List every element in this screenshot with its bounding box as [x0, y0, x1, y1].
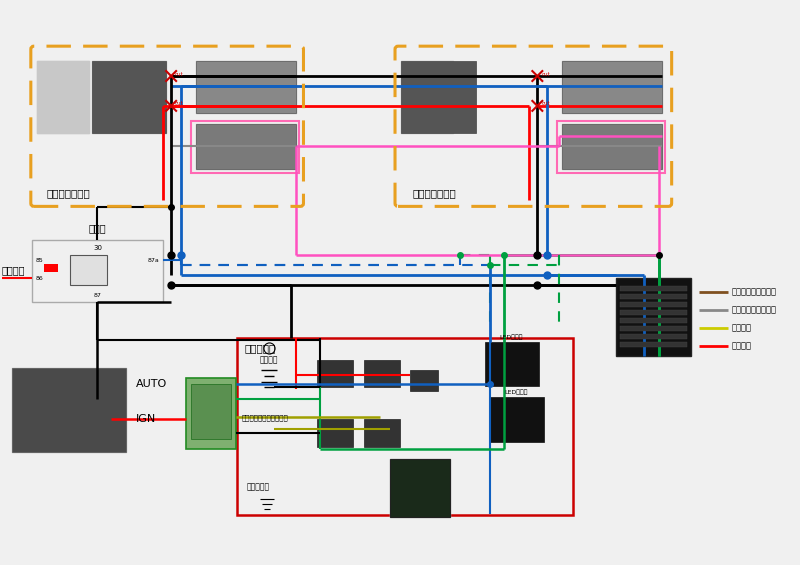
Bar — [318, 359, 354, 388]
Bar — [485, 342, 539, 386]
Bar — [562, 124, 662, 168]
Bar — [390, 459, 450, 517]
Bar — [620, 286, 686, 291]
Text: IGN: IGN — [136, 414, 157, 424]
Text: オプションカプラの接続: オプションカプラの接続 — [242, 414, 289, 420]
Bar — [191, 385, 231, 439]
Text: 85: 85 — [36, 258, 43, 263]
Text: cut: cut — [542, 101, 550, 106]
Text: 常時電源: 常時電源 — [731, 341, 751, 350]
Bar — [562, 61, 662, 113]
Bar — [196, 124, 295, 168]
Bar — [186, 377, 236, 449]
Text: 左ウインカー（＋）: 左ウインカー（＋） — [731, 288, 776, 297]
Bar — [318, 419, 354, 447]
Bar — [490, 397, 544, 442]
Bar — [196, 61, 295, 113]
Bar — [390, 459, 450, 517]
Text: 87: 87 — [94, 293, 102, 298]
Bar — [12, 368, 126, 452]
Bar — [70, 255, 107, 285]
Bar — [364, 419, 400, 447]
Text: バッテリ: バッテリ — [259, 355, 278, 364]
Text: 87a: 87a — [147, 258, 159, 263]
Bar — [364, 359, 400, 388]
Text: 右ヘッドライト: 右ヘッドライト — [413, 189, 457, 198]
Text: cut: cut — [542, 72, 550, 76]
Text: 配線概要図: 配線概要図 — [245, 343, 276, 353]
Bar — [401, 61, 476, 133]
Text: アース: アース — [89, 223, 106, 233]
Bar — [91, 61, 166, 133]
Text: 右ウインカー（＋）: 右ウインカー（＋） — [731, 305, 776, 314]
Bar — [191, 121, 298, 172]
Text: AUTO: AUTO — [136, 380, 167, 389]
Text: スモール: スモール — [2, 265, 26, 275]
Bar — [620, 318, 686, 323]
Bar — [410, 370, 438, 392]
Bar — [620, 294, 686, 299]
Bar — [562, 124, 662, 168]
Text: LEDアンプ: LEDアンプ — [500, 334, 523, 340]
Bar — [620, 302, 686, 307]
Text: 86: 86 — [36, 276, 43, 280]
Bar — [237, 338, 573, 515]
Bar — [562, 61, 662, 113]
Bar — [12, 368, 126, 452]
Text: 左ヘッドライト: 左ヘッドライト — [46, 189, 90, 198]
Bar — [37, 61, 89, 133]
Bar — [91, 61, 166, 133]
Bar — [616, 278, 690, 355]
Text: 30: 30 — [93, 245, 102, 251]
Bar — [32, 240, 163, 302]
Bar — [401, 61, 453, 133]
Bar — [558, 121, 665, 172]
Bar — [620, 342, 686, 347]
Text: 車両アース: 車両アース — [246, 483, 270, 492]
Text: スモール: スモール — [731, 323, 751, 332]
Bar — [196, 61, 295, 113]
Bar — [620, 334, 686, 339]
Text: cut: cut — [175, 101, 184, 106]
Text: LEDアンプ: LEDアンプ — [505, 390, 528, 395]
Bar — [620, 310, 686, 315]
Bar — [44, 264, 58, 272]
Bar — [620, 326, 686, 331]
Bar — [196, 124, 295, 168]
Text: cut: cut — [175, 72, 184, 76]
